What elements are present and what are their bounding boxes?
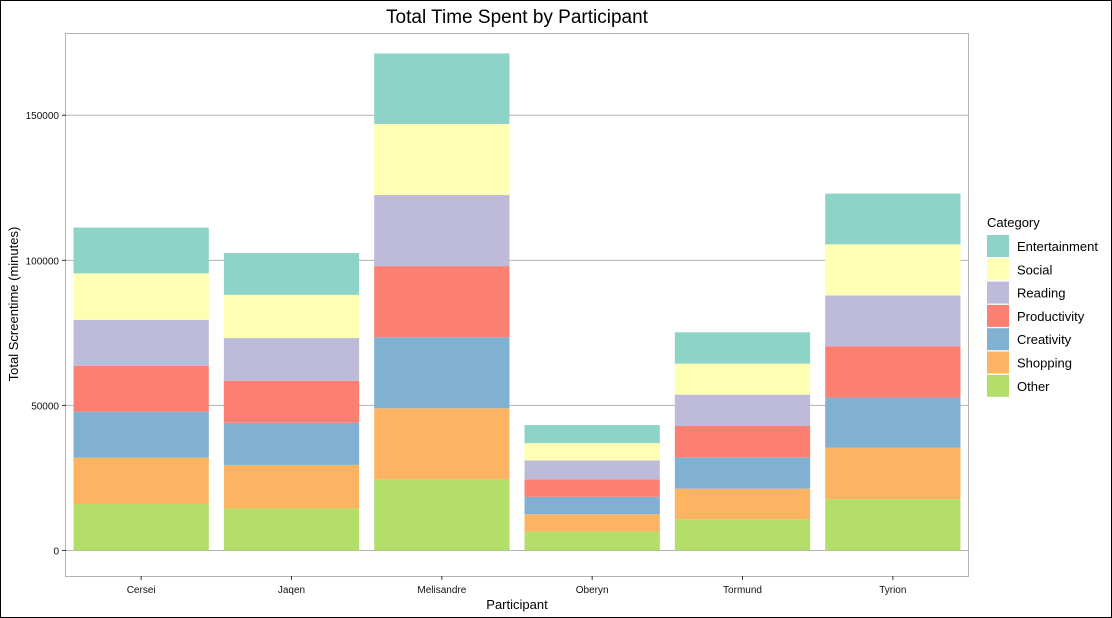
bar-segment-reading [73, 319, 209, 366]
bars [73, 53, 961, 551]
bar-segment-productivity [374, 266, 510, 338]
bar-segment-entertainment [73, 227, 209, 274]
y-tick-label: 100000 [26, 256, 60, 267]
y-tick-label: 150000 [26, 111, 60, 122]
legend-label: Social [1017, 262, 1053, 277]
bar-segment-shopping [524, 514, 660, 532]
legend-label: Entertainment [1017, 239, 1098, 254]
bar-segment-entertainment [223, 253, 360, 295]
bar-segment-other [825, 499, 961, 551]
bar-segment-creativity [374, 337, 510, 409]
gridlines [66, 114, 968, 551]
legend-key-reading [987, 281, 1009, 304]
bar-segment-shopping [374, 408, 510, 480]
y-tick-label: 0 [53, 546, 59, 557]
bar-segment-reading [374, 195, 510, 267]
x-tick-label: Oberyn [576, 585, 609, 596]
legend-key-shopping [987, 351, 1009, 374]
bar-segment-social [223, 294, 360, 339]
legend-label: Shopping [1017, 356, 1072, 371]
bar-segment-other [374, 479, 510, 551]
bar-segment-entertainment [374, 53, 510, 124]
legend-key-entertainment [987, 235, 1009, 257]
bar-segment-reading [825, 295, 961, 347]
bar-segment-shopping [674, 488, 811, 520]
bar-segment-creativity [825, 397, 961, 448]
bar-segment-productivity [73, 365, 209, 412]
bar-segment-reading [524, 460, 660, 480]
bar-segment-entertainment [524, 425, 660, 444]
x-tick-label: Tormund [723, 585, 762, 596]
bar-segment-creativity [524, 496, 660, 515]
legend-key-creativity [987, 328, 1009, 351]
bar-segment-shopping [73, 457, 209, 505]
bar-segment-other [674, 519, 811, 551]
bar-segment-creativity [223, 422, 360, 465]
bar-segment-social [73, 273, 209, 320]
bar-segment-reading [674, 394, 811, 426]
legend: Category Entertainment Social Reading Produ… [987, 215, 1098, 397]
bar-segment-social [374, 123, 510, 196]
legend-label: Other [1017, 379, 1050, 394]
bar-segment-productivity [223, 380, 360, 423]
x-tick-label: Cersei [127, 585, 156, 596]
legend-title: Category [987, 215, 1040, 230]
legend-key-other [987, 374, 1009, 397]
bar-segment-other [73, 504, 209, 551]
bar-segment-social [524, 443, 660, 461]
bar-segment-entertainment [825, 193, 961, 245]
y-axis-label: Total Screentime (minutes) [6, 227, 21, 382]
legend-key-productivity [987, 304, 1009, 327]
x-tick-label: Jaqen [278, 585, 305, 596]
bar-segment-productivity [524, 479, 660, 497]
axes: 0 50000 100000 150000 Cersei Jaqen Melisandre O… [26, 111, 907, 596]
bar-segment-creativity [73, 411, 209, 458]
bar-segment-social [825, 244, 961, 296]
legend-label: Reading [1017, 286, 1065, 301]
x-tick-label: Melisandre [417, 585, 466, 596]
y-tick-label: 50000 [31, 401, 59, 412]
bar-segment-shopping [825, 447, 961, 500]
bar-segment-productivity [825, 346, 961, 398]
x-axis-label: Participant [486, 597, 548, 612]
legend-label: Creativity [1017, 332, 1072, 347]
bar-segment-other [524, 531, 660, 551]
x-tick-label: Tyrion [879, 585, 906, 596]
bar-segment-social [674, 363, 811, 395]
legend-label: Productivity [1017, 309, 1085, 324]
bar-segment-shopping [223, 464, 360, 509]
bar-segment-reading [223, 338, 360, 381]
bar-segment-creativity [674, 457, 811, 489]
bar-segment-productivity [674, 425, 811, 458]
bar-segment-other [223, 508, 360, 551]
chart-title: Total Time Spent by Participant [386, 7, 649, 28]
legend-key-social [987, 258, 1009, 281]
bar-segment-entertainment [674, 332, 811, 364]
plot-panel [65, 33, 969, 577]
